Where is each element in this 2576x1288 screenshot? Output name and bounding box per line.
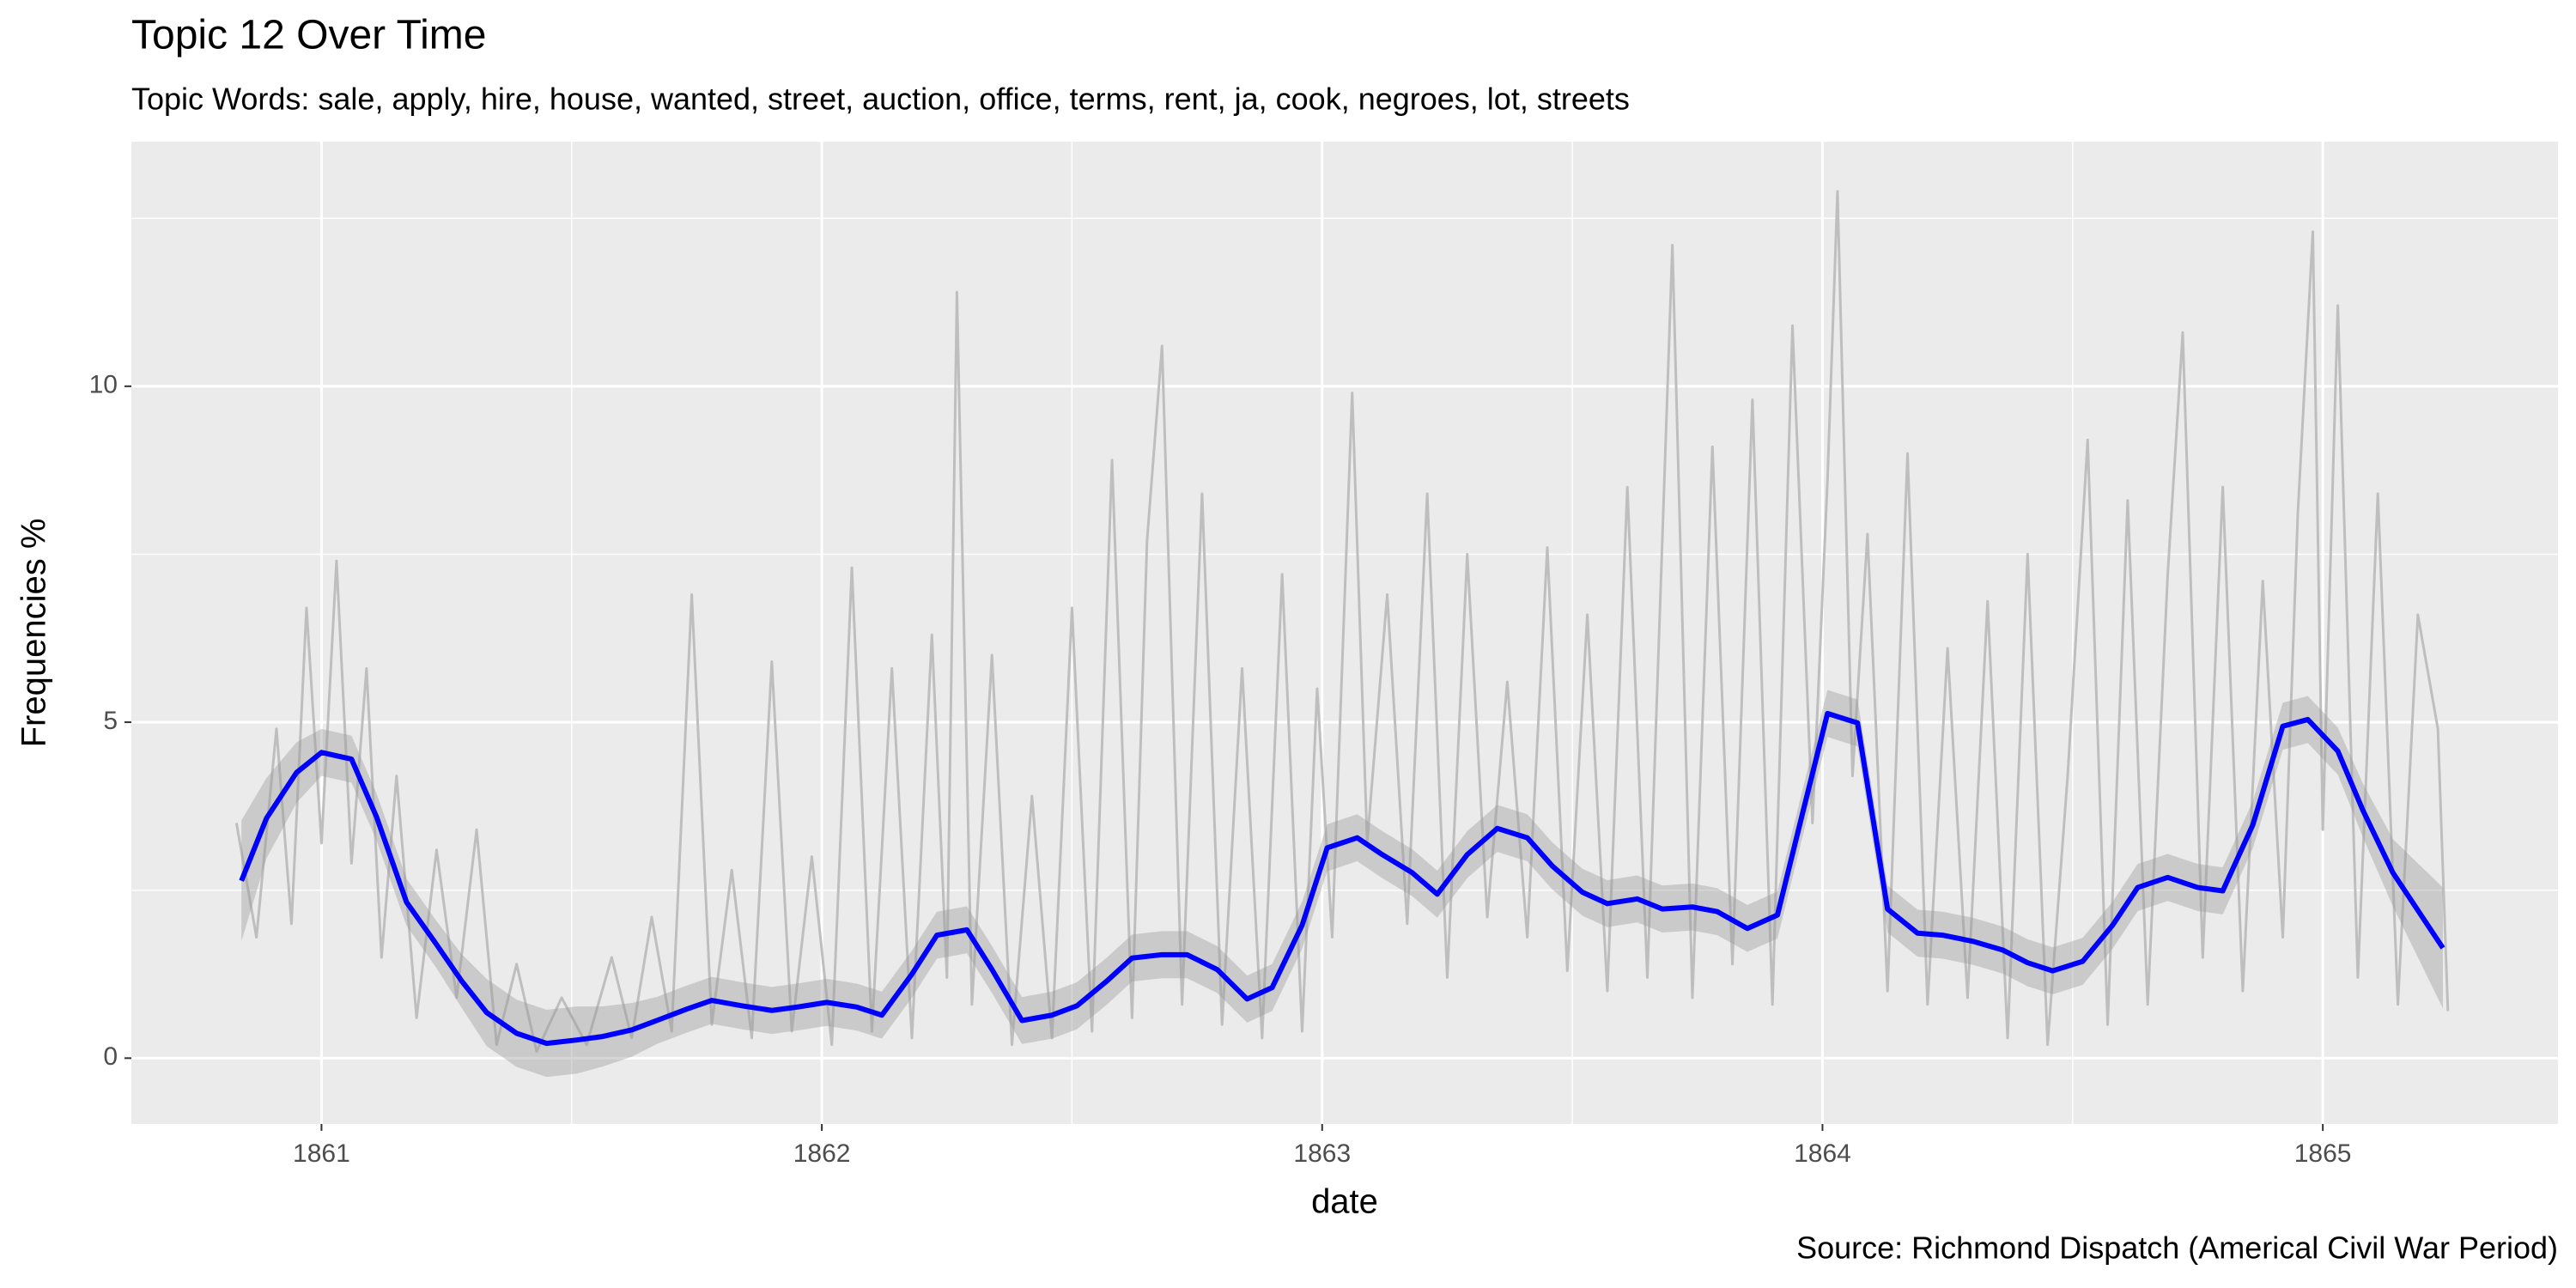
y-axis-label: Frequencies % xyxy=(15,519,53,748)
smooth-line xyxy=(239,710,2445,1047)
y-tick-label: 10 xyxy=(89,371,118,399)
caption: Source: Richmond Dispatch (Americal Civi… xyxy=(1796,1230,2558,1266)
chart-title: Topic 12 Over Time xyxy=(131,13,486,58)
chart-subtitle: Topic Words: sale, apply, hire, house, w… xyxy=(131,82,1630,117)
x-tick-label: 1864 xyxy=(1794,1139,1851,1168)
raw-line xyxy=(234,190,2450,1053)
y-tick-label: 0 xyxy=(103,1042,118,1071)
x-axis-label: date xyxy=(1311,1183,1378,1221)
x-tick-label: 1862 xyxy=(793,1139,851,1168)
x-tick-label: 1861 xyxy=(293,1139,350,1168)
y-tick-label: 5 xyxy=(103,707,118,735)
plot-panel xyxy=(131,142,2558,1124)
x-tick-label: 1865 xyxy=(2294,1139,2352,1168)
x-tick-label: 1863 xyxy=(1293,1139,1351,1168)
